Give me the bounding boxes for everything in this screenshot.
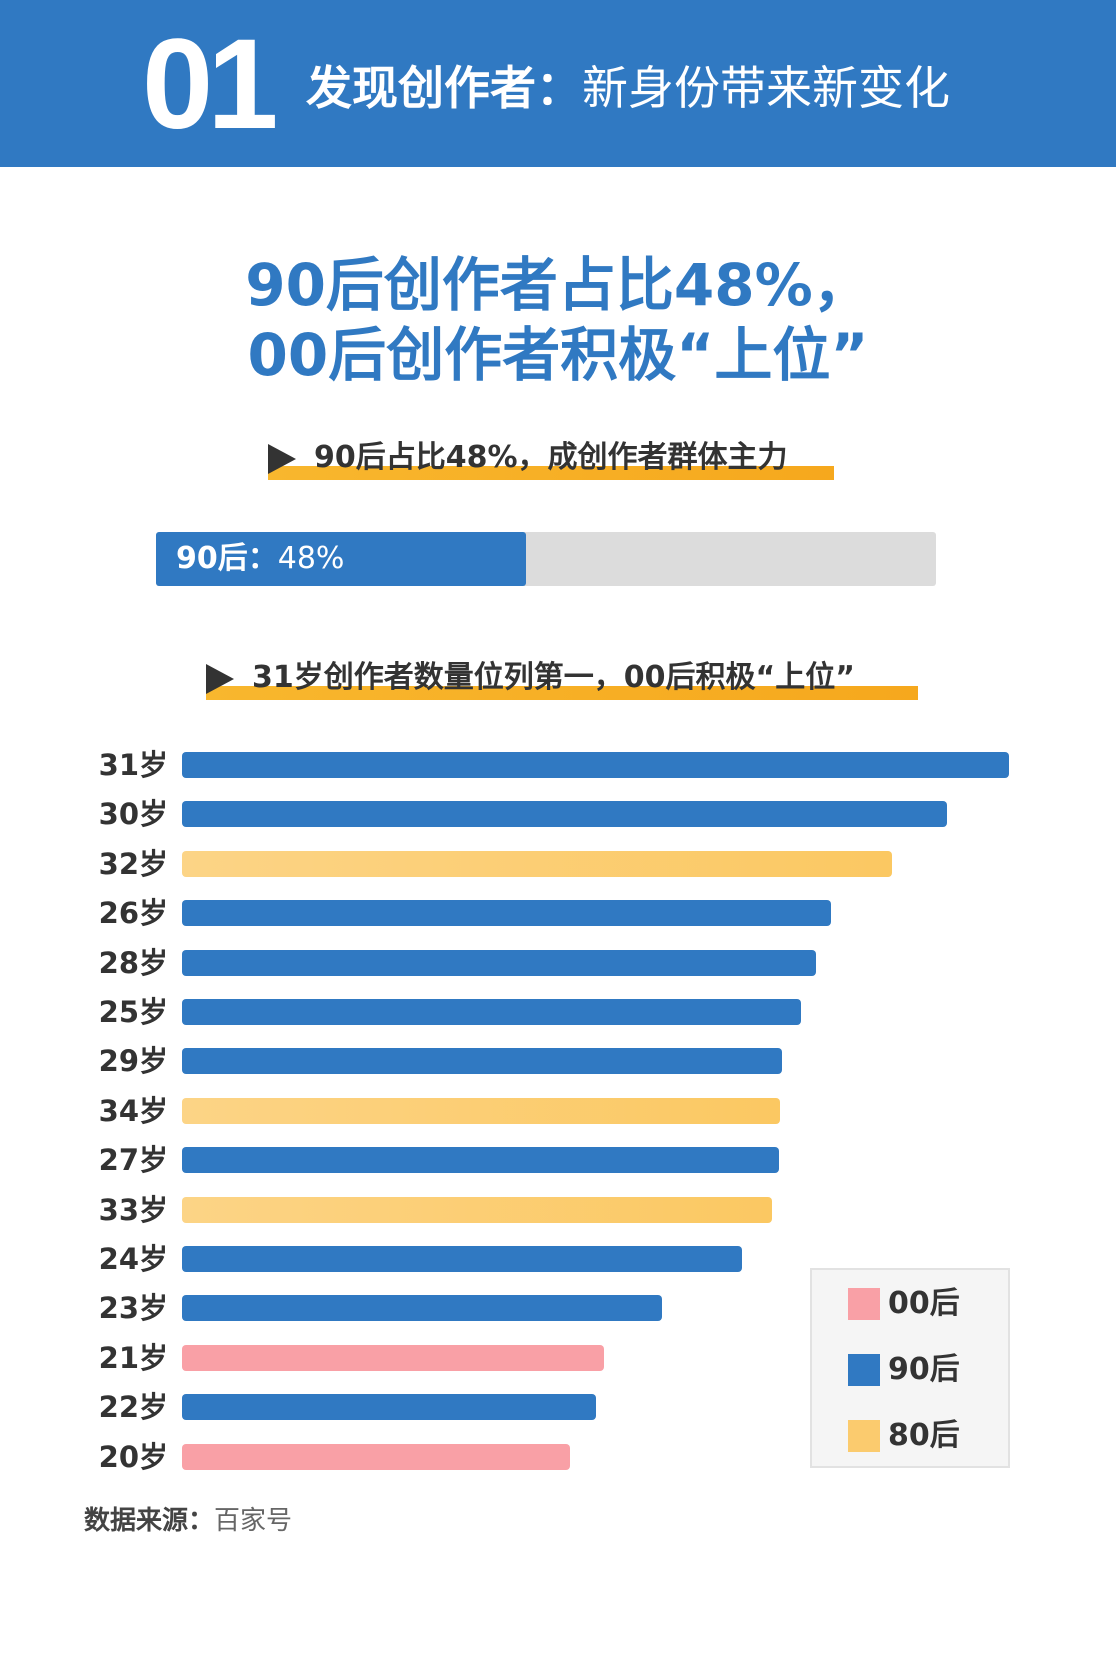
subtitle-highlight <box>268 466 834 480</box>
bar <box>182 1196 772 1223</box>
share-progress-fill <box>156 532 527 586</box>
bar <box>182 999 802 1025</box>
share-progress-bar: 90后：48% <box>156 532 936 586</box>
subtitle-text: 90后占比48%，成创作者群体主力 <box>314 440 788 475</box>
bar <box>182 801 947 828</box>
bar-category-label: 31岁 <box>98 748 168 782</box>
subtitle-text: 31岁创作者数量位列第一，00后积极“上位” <box>252 660 855 695</box>
source-label: 数据来源： <box>84 1506 215 1536</box>
progress-group-label: 90后： <box>176 541 278 576</box>
legend-label: 90后 <box>888 1352 960 1387</box>
bar <box>182 1443 570 1470</box>
share-progress-label: 90后：48% <box>176 542 344 576</box>
bar <box>182 1246 742 1272</box>
bar-category-label: 27岁 <box>98 1143 168 1178</box>
chart-legend: 00后 90后 80后 <box>810 1268 1010 1468</box>
bar <box>182 900 832 927</box>
bar <box>182 949 817 976</box>
bar <box>182 1394 597 1421</box>
bar <box>182 1344 604 1371</box>
section-title: 发现创作者：新身份带来新变化 <box>306 58 950 118</box>
source-value: 百家号 <box>214 1506 293 1536</box>
legend-label: 00后 <box>888 1286 960 1321</box>
section-title-bold: 发现创作者： <box>306 61 582 115</box>
progress-value: 48% <box>277 541 345 576</box>
headline-line-1: 90后创作者占比48%， <box>245 251 871 319</box>
bar-category-label: 25岁 <box>98 995 168 1029</box>
bar <box>182 1097 780 1124</box>
subtitle-90s-share: 90后占比48%，成创作者群体主力 <box>268 440 834 480</box>
subtitle-highlight <box>206 686 918 700</box>
legend-swatch-pink <box>848 1288 880 1320</box>
bar-category-label: 20岁 <box>98 1439 168 1474</box>
legend-label: 80后 <box>888 1418 960 1453</box>
data-source: 数据来源：百家号 <box>84 1505 292 1537</box>
legend-swatch-yellow <box>848 1420 880 1452</box>
triangle-bullet-icon <box>206 664 234 694</box>
bar-category-label: 23岁 <box>98 1291 168 1326</box>
bar <box>182 850 893 877</box>
bar <box>182 1295 662 1322</box>
bar-category-label: 26岁 <box>98 896 168 931</box>
bar <box>182 1048 783 1075</box>
triangle-bullet-icon <box>268 444 296 474</box>
bar-category-label: 29岁 <box>98 1044 168 1079</box>
section-header-banner: 01 发现创作者：新身份带来新变化 <box>0 0 1116 167</box>
bar-category-label: 24岁 <box>98 1242 168 1276</box>
bar-category-label: 33岁 <box>98 1192 168 1227</box>
bar <box>182 1147 780 1174</box>
bar-category-label: 22岁 <box>98 1390 168 1425</box>
bar-category-label: 28岁 <box>98 945 168 980</box>
section-number: 01 <box>142 13 278 156</box>
bar <box>182 752 1009 778</box>
bar-category-label: 21岁 <box>98 1340 168 1375</box>
subtitle-age-ranking: 31岁创作者数量位列第一，00后积极“上位” <box>206 660 918 700</box>
headline-line-2: 00后创作者积极“上位” <box>247 321 869 389</box>
legend-swatch-blue <box>848 1354 880 1386</box>
bar-category-label: 32岁 <box>98 846 168 881</box>
bar-category-label: 34岁 <box>98 1093 168 1128</box>
bar-category-label: 30岁 <box>98 797 168 832</box>
section-title-light: 新身份带来新变化 <box>582 61 950 115</box>
